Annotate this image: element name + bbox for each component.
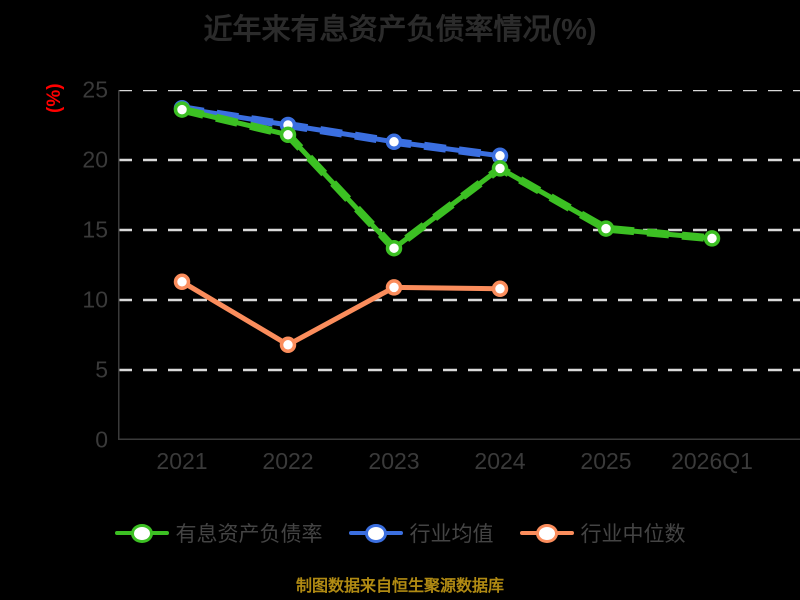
legend-marker-icon — [114, 520, 169, 546]
x-axis-tick-labels: 2021 2022 2023 2024 2025 2026Q1 — [118, 448, 800, 484]
legend-label: 行业中位数 — [580, 523, 686, 546]
data-point-marker[interactable] — [279, 336, 297, 354]
legend-item-series-industry-median[interactable]: 行业中位数 — [519, 518, 686, 548]
data-point-marker[interactable] — [703, 230, 721, 247]
series-line-solid — [179, 279, 503, 348]
y-axis-tick-label: 15 — [82, 216, 108, 243]
data-point-marker[interactable] — [385, 279, 403, 296]
legend-item-series-interest-bearing-debt-ratio[interactable]: 有息资产负债率 — [114, 518, 323, 548]
series-行业中位数 — [173, 273, 509, 354]
x-axis-tick-label: 2024 — [474, 448, 526, 474]
series-line-dashed-overlay — [181, 105, 713, 253]
data-point-marker[interactable] — [385, 239, 403, 257]
legend-marker-icon — [348, 520, 403, 546]
x-axis-tick-label: 2023 — [368, 448, 420, 474]
data-point-marker[interactable] — [491, 280, 509, 298]
chart-title: 近年来有息资产负债率情况(%) — [203, 14, 597, 46]
x-axis-tick-label: 2021 — [156, 448, 208, 474]
data-point-marker[interactable] — [491, 160, 509, 177]
x-axis-tick-label: 2022 — [262, 448, 314, 474]
x-axis-tick-label: 2026Q1 — [671, 448, 753, 474]
plot-area — [118, 90, 800, 440]
series-有息资产负债率 — [173, 101, 721, 257]
y-axis-tick-label: 0 — [95, 426, 108, 453]
legend-dot — [364, 524, 387, 543]
data-point-marker[interactable] — [597, 220, 615, 237]
legend-label: 行业均值 — [409, 523, 494, 546]
data-point-marker[interactable] — [173, 273, 191, 291]
x-axis-tick-label: 2025 — [580, 448, 632, 474]
plot-svg — [118, 90, 800, 440]
y-axis-tick-label: 25 — [82, 76, 108, 103]
y-axis-tick-labels: 0 5 10 15 20 25 — [56, 0, 108, 600]
legend-item-series-industry-average[interactable]: 行业均值 — [348, 518, 494, 548]
y-axis-tick-label: 5 — [95, 356, 108, 383]
source-note: 制图数据来自恒生聚源数据库 — [295, 578, 504, 595]
series-line-dashed-overlay — [181, 104, 501, 160]
legend-label: 有息资产负债率 — [175, 523, 323, 546]
legend-dot — [535, 524, 558, 543]
legend-dot — [130, 524, 153, 543]
chart-legend: 有息资产负债率 行业均值 行业中位数 — [0, 518, 800, 548]
data-point-marker[interactable] — [173, 101, 191, 118]
y-axis-tick-label: 10 — [82, 286, 108, 313]
legend-marker-icon — [519, 520, 574, 546]
series-行业均值 — [173, 99, 509, 165]
data-point-marker[interactable] — [279, 126, 297, 144]
y-axis-tick-label: 20 — [82, 146, 108, 173]
data-point-marker[interactable] — [385, 133, 403, 151]
